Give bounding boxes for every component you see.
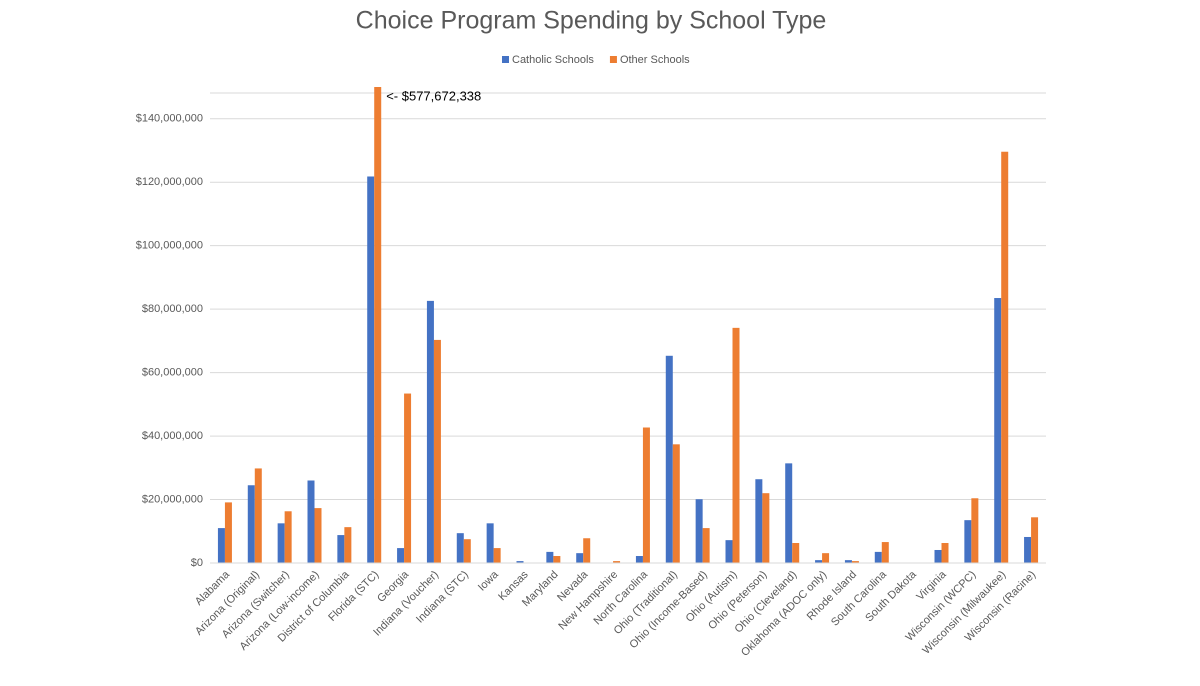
legend-label: Catholic Schools xyxy=(512,54,594,66)
bar xyxy=(367,176,375,563)
bar xyxy=(1001,151,1009,563)
bar xyxy=(374,87,382,563)
chart-title: Choice Program Spending by School Type xyxy=(356,7,827,35)
bar xyxy=(284,511,292,563)
bar xyxy=(426,300,434,563)
legend-label: Other Schools xyxy=(620,54,690,66)
bar xyxy=(397,548,405,563)
bar xyxy=(642,427,650,563)
annotation: <- $577,672,338 xyxy=(386,88,481,103)
bar xyxy=(844,560,852,563)
bar xyxy=(516,561,524,563)
bar xyxy=(971,498,979,563)
legend-swatch xyxy=(609,56,617,63)
bar xyxy=(344,527,352,563)
bar xyxy=(254,468,262,563)
y-tick-label: $120,000,000 xyxy=(136,176,203,188)
bar xyxy=(1024,536,1032,563)
bar xyxy=(247,485,255,563)
bar xyxy=(1031,517,1039,563)
bar xyxy=(404,393,412,563)
bar xyxy=(732,327,740,563)
bar xyxy=(224,502,232,563)
y-tick-label: $60,000,000 xyxy=(142,367,203,379)
y-tick-label: $140,000,000 xyxy=(136,113,203,125)
bar xyxy=(792,543,800,563)
bar xyxy=(277,523,285,563)
bar xyxy=(725,540,733,563)
bar xyxy=(672,444,680,563)
y-tick-label: $0 xyxy=(191,557,203,569)
bar xyxy=(851,561,859,563)
bar xyxy=(934,549,942,563)
bar xyxy=(486,523,494,563)
bar xyxy=(755,479,763,563)
x-tick-label: Indiana (STC) xyxy=(414,569,471,626)
bar xyxy=(314,508,322,563)
bar xyxy=(613,561,621,563)
bar xyxy=(307,480,315,563)
bar xyxy=(702,528,710,563)
bar xyxy=(822,553,830,563)
bar xyxy=(456,533,464,563)
bar xyxy=(337,535,345,563)
bar xyxy=(785,463,793,563)
bar xyxy=(433,339,441,563)
bar xyxy=(815,560,823,563)
bar xyxy=(994,298,1002,563)
bar xyxy=(964,520,972,563)
bar xyxy=(576,553,584,563)
x-tick-label: Iowa xyxy=(476,568,502,594)
legend-swatch xyxy=(502,56,509,63)
bar xyxy=(695,499,703,563)
bar xyxy=(493,548,501,563)
bar xyxy=(553,556,561,563)
bar xyxy=(463,539,471,563)
bar xyxy=(583,538,591,563)
y-tick-label: $20,000,000 xyxy=(142,493,203,505)
bar xyxy=(217,528,225,563)
bar xyxy=(941,543,949,563)
bar xyxy=(881,542,889,563)
y-tick-label: $40,000,000 xyxy=(142,430,203,442)
bar xyxy=(665,355,673,563)
bar xyxy=(762,493,770,563)
bar xyxy=(546,551,554,563)
y-tick-label: $80,000,000 xyxy=(142,303,203,315)
y-tick-label: $100,000,000 xyxy=(136,240,203,252)
bar xyxy=(635,556,643,563)
bar xyxy=(874,551,882,563)
